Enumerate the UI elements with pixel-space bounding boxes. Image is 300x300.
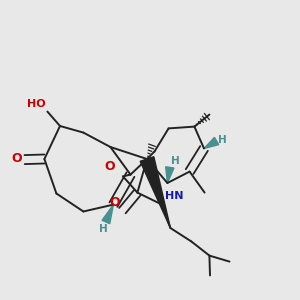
Text: H: H [218, 135, 227, 146]
Text: O: O [110, 196, 120, 209]
Text: HN: HN [165, 191, 184, 201]
Text: HO: HO [27, 99, 46, 109]
Polygon shape [166, 167, 174, 183]
Text: H: H [98, 224, 107, 233]
Polygon shape [204, 137, 219, 148]
Polygon shape [140, 157, 170, 228]
Polygon shape [102, 205, 113, 224]
Text: O: O [12, 152, 22, 166]
Text: O: O [105, 160, 116, 173]
Text: H: H [171, 156, 180, 166]
